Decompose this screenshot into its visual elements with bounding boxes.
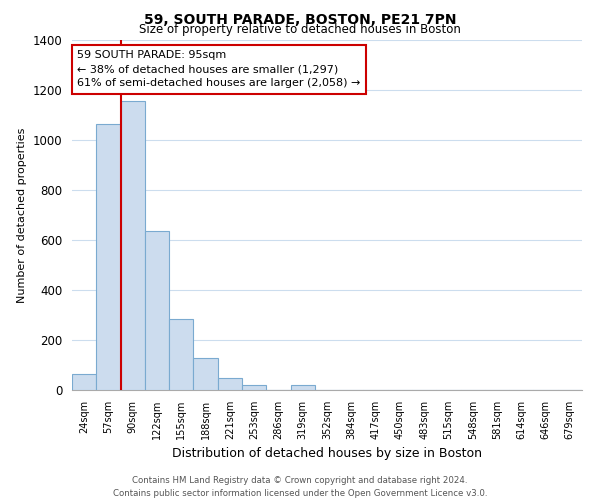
Bar [193,358,218,390]
Bar [290,385,315,390]
Bar [72,374,96,390]
Bar [218,378,242,390]
X-axis label: Distribution of detached houses by size in Boston: Distribution of detached houses by size … [172,448,482,460]
Bar [121,101,145,390]
Bar [169,319,193,390]
Bar [145,231,169,390]
Text: 59 SOUTH PARADE: 95sqm
← 38% of detached houses are smaller (1,297)
61% of semi-: 59 SOUTH PARADE: 95sqm ← 38% of detached… [77,50,361,88]
Bar [96,124,121,390]
Text: Size of property relative to detached houses in Boston: Size of property relative to detached ho… [139,22,461,36]
Text: Contains HM Land Registry data © Crown copyright and database right 2024.
Contai: Contains HM Land Registry data © Crown c… [113,476,487,498]
Bar [242,385,266,390]
Y-axis label: Number of detached properties: Number of detached properties [17,128,27,302]
Text: 59, SOUTH PARADE, BOSTON, PE21 7PN: 59, SOUTH PARADE, BOSTON, PE21 7PN [144,12,456,26]
